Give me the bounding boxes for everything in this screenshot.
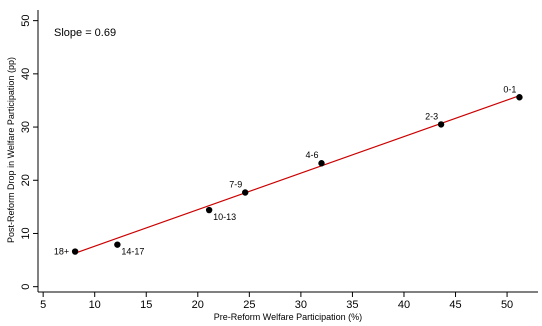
y-tick-label: 30: [20, 121, 32, 133]
y-axis-title: Post-Reform Drop in Welfare Participatio…: [6, 57, 16, 243]
x-tick-label: 40: [398, 299, 410, 311]
x-tick-label: 50: [501, 299, 513, 311]
points-group: [71, 94, 523, 255]
data-point: [71, 248, 79, 255]
fit-line: [74, 95, 520, 254]
y-tick-label: 10: [20, 227, 32, 239]
x-tick-label: 20: [192, 299, 204, 311]
data-point: [437, 121, 445, 128]
fit-line-group: [74, 95, 520, 254]
y-tick-label: 0: [20, 284, 32, 290]
x-tick-label: 35: [346, 299, 358, 311]
data-point: [114, 241, 121, 248]
x-tick-label: 10: [89, 299, 101, 311]
data-point: [318, 160, 325, 167]
y-tick-label: 40: [20, 68, 32, 80]
y-tick-label: 50: [20, 15, 32, 27]
point-label: 7-9: [229, 180, 242, 190]
point-label: 10-13: [213, 212, 236, 222]
point-label: 0-1: [503, 84, 516, 94]
x-axis-title: Pre-Reform Welfare Participation (%): [214, 312, 362, 322]
data-point: [516, 94, 523, 101]
x-tick-label: 15: [140, 299, 152, 311]
x-tick-label: 30: [295, 299, 307, 311]
point-label: 18+: [54, 247, 69, 257]
point-label: 14-17: [121, 247, 144, 257]
slope-annotation: Slope = 0.69: [54, 27, 116, 39]
x-tick-label: 5: [40, 299, 46, 311]
data-point: [205, 206, 213, 214]
y-tick-label: 20: [20, 174, 32, 186]
point-labels-group: 0-1 2-3 4-6 7-9 10-13 14-17 18+: [54, 84, 517, 256]
x-tick-label: 25: [243, 299, 255, 311]
x-tick-label: 45: [449, 299, 461, 311]
point-label: 4-6: [305, 150, 318, 160]
axes: 5 10 15 20 25 30 35 40 45 50 0 10 20 30 40 50: [20, 10, 538, 311]
point-label: 2-3: [425, 111, 438, 121]
data-point: [242, 189, 249, 196]
